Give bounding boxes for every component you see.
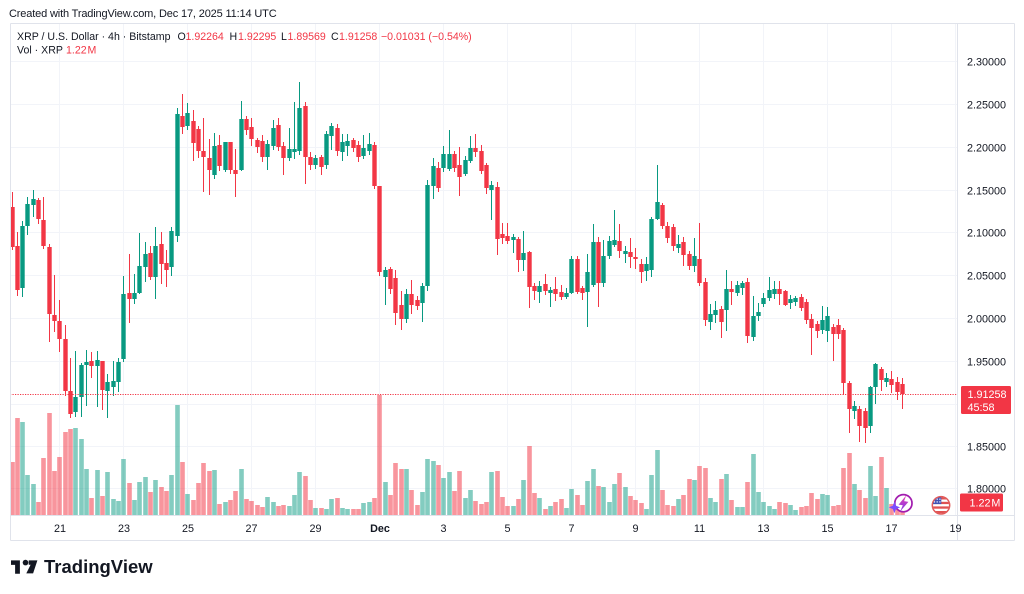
svg-text:1.85000: 1.85000	[967, 441, 1006, 453]
svg-text:1.92295: 1.92295	[238, 31, 276, 43]
svg-text:1.22 M: 1.22 M	[66, 45, 96, 57]
svg-text:19: 19	[949, 523, 961, 535]
svg-text:2.25000: 2.25000	[967, 99, 1006, 111]
svg-text:11: 11	[694, 523, 705, 535]
svg-text:2.10000: 2.10000	[967, 227, 1006, 239]
svg-text:Vol · XRP: Vol · XRP	[17, 45, 63, 57]
svg-text:1.91258: 1.91258	[339, 31, 377, 43]
svg-text:1.80000: 1.80000	[967, 483, 1006, 495]
svg-text:L: L	[281, 31, 287, 43]
svg-text:C: C	[331, 31, 339, 43]
svg-text:7: 7	[568, 523, 574, 535]
svg-text:3: 3	[440, 523, 446, 535]
svg-text:Dec: Dec	[370, 523, 390, 535]
svg-text:13: 13	[757, 523, 769, 535]
svg-text:2.20000: 2.20000	[967, 142, 1006, 154]
svg-text:9: 9	[632, 523, 638, 535]
svg-text:2.15000: 2.15000	[967, 185, 1006, 197]
svg-text:1.92264: 1.92264	[186, 31, 224, 43]
svg-text:2.30000: 2.30000	[967, 56, 1006, 68]
svg-text:1.91258: 1.91258	[968, 389, 1007, 401]
svg-text:25: 25	[182, 523, 194, 535]
svg-text:27: 27	[245, 523, 257, 535]
svg-text:1.89569: 1.89569	[288, 31, 326, 43]
svg-text:TradingView: TradingView	[44, 556, 153, 577]
svg-text:1.22 M: 1.22 M	[970, 498, 1001, 510]
svg-text:15: 15	[821, 523, 833, 535]
svg-text:17: 17	[885, 523, 897, 535]
svg-text:XRP / U.S. Dollar · 4h · Bitst: XRP / U.S. Dollar · 4h · Bitstamp	[17, 31, 171, 43]
svg-text:21: 21	[54, 523, 66, 535]
svg-text:1.95000: 1.95000	[967, 356, 1006, 368]
svg-text:23: 23	[118, 523, 130, 535]
svg-text:2.00000: 2.00000	[967, 313, 1006, 325]
svg-text:29: 29	[309, 523, 321, 535]
svg-text:O: O	[178, 31, 186, 43]
svg-text:−0.01031 (−0.54%): −0.01031 (−0.54%)	[381, 31, 472, 43]
svg-text:45:58: 45:58	[968, 402, 995, 414]
svg-text:2.05000: 2.05000	[967, 270, 1006, 282]
svg-text:5: 5	[504, 523, 510, 535]
svg-text:Created with TradingView.com,: Created with TradingView.com, Dec 17, 20…	[9, 8, 277, 20]
svg-text:H: H	[230, 31, 238, 43]
